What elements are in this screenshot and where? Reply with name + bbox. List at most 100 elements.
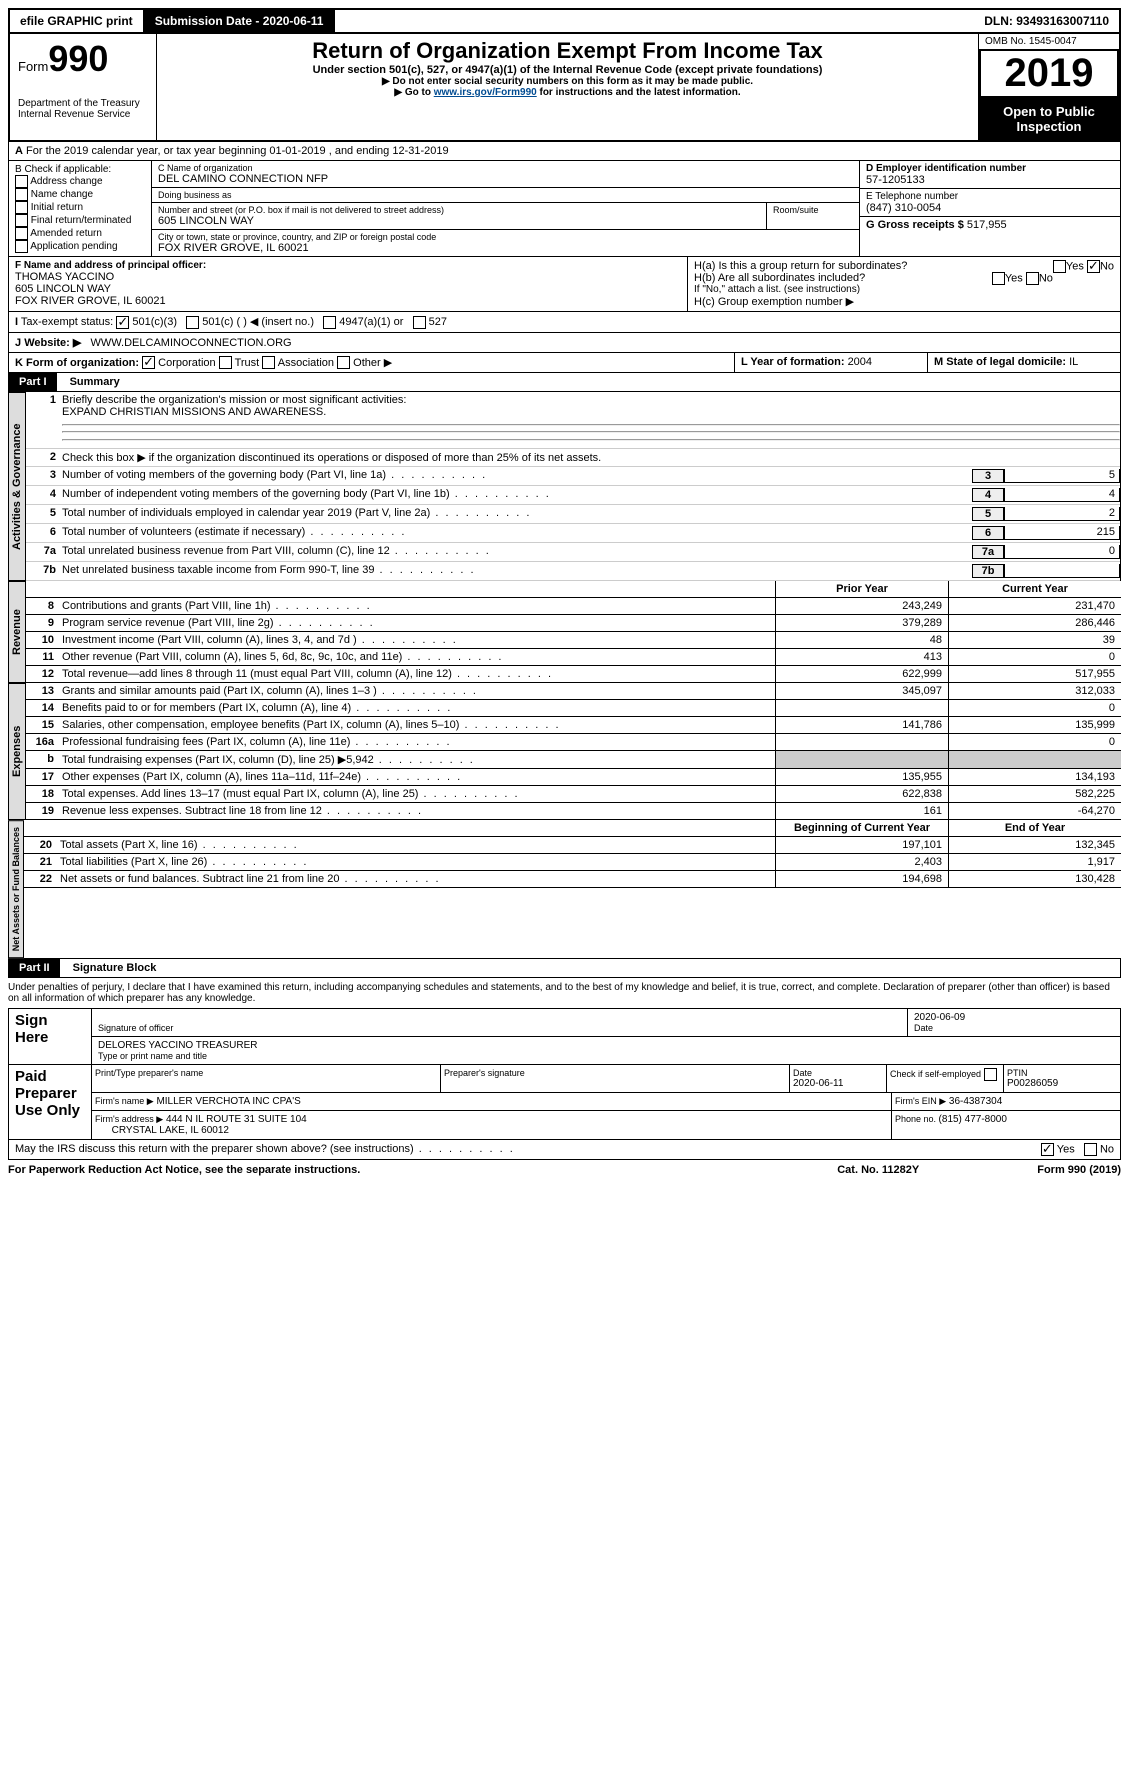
discuss-row: May the IRS discuss this return with the… [8, 1140, 1121, 1160]
sig-date: 2020-06-09 [914, 1012, 1114, 1023]
fin-row-21: 21Total liabilities (Part X, line 26)2,4… [24, 854, 1121, 871]
hb-label: H(b) Are all subordinates included? [694, 272, 865, 284]
part2-bar: Part II [9, 959, 60, 977]
chk-other[interactable] [337, 356, 350, 369]
fin-row-b: bTotal fundraising expenses (Part IX, co… [26, 751, 1121, 769]
chk-hb-no[interactable] [1026, 272, 1039, 285]
chk-initial[interactable] [15, 201, 28, 214]
form-number: 990 [48, 38, 108, 79]
chk-501c3[interactable] [116, 316, 129, 329]
net-sidebar: Net Assets or Fund Balances [8, 820, 24, 958]
fin-row-19: 19Revenue less expenses. Subtract line 1… [26, 803, 1121, 820]
mission-text: EXPAND CHRISTIAN MISSIONS AND AWARENESS. [62, 406, 326, 418]
open-public-badge: Open to Public Inspection [979, 98, 1119, 140]
j-label: Website: ▶ [24, 337, 81, 349]
dept-label: Department of the Treasury Internal Reve… [18, 98, 148, 120]
chk-discuss-yes[interactable] [1041, 1143, 1054, 1156]
submission-label: Submission Date - [155, 14, 263, 28]
sig-officer-label: Signature of officer [98, 1023, 901, 1033]
fin-row-18: 18Total expenses. Add lines 13–17 (must … [26, 786, 1121, 803]
submission-date-button[interactable]: Submission Date - 2020-06-11 [145, 10, 336, 32]
chk-assoc[interactable] [262, 356, 275, 369]
line-7b: 7bNet unrelated business taxable income … [26, 562, 1120, 581]
m-label: M State of legal domicile: [934, 356, 1069, 368]
box-h: H(a) Is this a group return for subordin… [687, 257, 1120, 311]
hb-note: If "No," attach a list. (see instruction… [694, 284, 1114, 295]
part2-header: Part II Signature Block [8, 958, 1121, 978]
org-name: DEL CAMINO CONNECTION NFP [158, 173, 853, 185]
line-klm: K Form of organization: Corporation Trus… [8, 353, 1121, 374]
chk-4947[interactable] [323, 316, 336, 329]
line-i: I Tax-exempt status: 501(c)(3) 501(c) ( … [8, 312, 1121, 333]
chk-self-employed[interactable] [984, 1068, 997, 1081]
chk-hb-yes[interactable] [992, 272, 1005, 285]
chk-527[interactable] [413, 316, 426, 329]
chk-corp[interactable] [142, 356, 155, 369]
title-cell: Return of Organization Exempt From Incom… [157, 34, 979, 140]
box-f: F Name and address of principal officer:… [9, 257, 687, 311]
fin-row-20: 20Total assets (Part X, line 16)197,1011… [24, 837, 1121, 854]
b-title: B Check if applicable: [15, 164, 145, 175]
line-7a: 7aTotal unrelated business revenue from … [26, 543, 1120, 562]
form-label: Form [18, 59, 48, 74]
f-label: F Name and address of principal officer: [15, 260, 206, 271]
fin-row-17: 17Other expenses (Part IX, column (A), l… [26, 769, 1121, 786]
prep-date: 2020-06-11 [793, 1078, 883, 1089]
chk-trust[interactable] [219, 356, 232, 369]
chk-discuss-no[interactable] [1084, 1143, 1097, 1156]
firm-ein: 36-4387304 [949, 1096, 1002, 1107]
c-name-label: C Name of organization [158, 163, 853, 173]
form-header: Form990 Department of the Treasury Inter… [8, 34, 1121, 142]
expenses-sidebar: Expenses [8, 683, 26, 820]
box-b: B Check if applicable: Address change Na… [9, 161, 151, 256]
firm-addr2: CRYSTAL LAKE, IL 60012 [112, 1125, 229, 1136]
chk-ha-yes[interactable] [1053, 260, 1066, 273]
tax-year: 2019 [979, 49, 1119, 98]
line-5: 5Total number of individuals employed in… [26, 505, 1120, 524]
chk-final[interactable] [15, 214, 28, 227]
ein: 57-1205133 [866, 174, 1114, 186]
chk-amended[interactable] [15, 227, 28, 240]
chk-501c[interactable] [186, 316, 199, 329]
form-subtitle: Under section 501(c), 527, or 4947(a)(1)… [165, 64, 970, 76]
perjury-text: Under penalties of perjury, I declare th… [8, 978, 1121, 1008]
fin-row-14: 14Benefits paid to or for members (Part … [26, 700, 1121, 717]
b-item: Name change [31, 189, 93, 200]
b-item: Final return/terminated [31, 215, 132, 226]
submission-date: 2020-06-11 [263, 14, 324, 28]
c-dba-label: Doing business as [158, 190, 853, 200]
fin-row-11: 11Other revenue (Part VIII, column (A), … [26, 649, 1121, 666]
fin-row-16a: 16aProfessional fundraising fees (Part I… [26, 734, 1121, 751]
fin-row-8: 8Contributions and grants (Part VIII, li… [26, 598, 1121, 615]
form-number-cell: Form990 Department of the Treasury Inter… [10, 34, 157, 140]
org-addr: 605 LINCOLN WAY [158, 215, 760, 227]
part2-title: Signature Block [63, 959, 167, 977]
activities-governance: Activities & Governance 1Briefly describ… [8, 392, 1121, 581]
b-item: Initial return [31, 202, 83, 213]
efile-button[interactable]: efile GRAPHIC print [10, 10, 145, 32]
lines-f-h: F Name and address of principal officer:… [8, 257, 1121, 312]
sign-here: Sign Here [9, 1009, 92, 1065]
box-c: C Name of organizationDEL CAMINO CONNECT… [151, 161, 859, 256]
irs-link[interactable]: www.irs.gov/Form990 [434, 87, 537, 98]
fin-header: Prior YearCurrent Year [26, 581, 1121, 598]
phone: (847) 310-0054 [866, 202, 1114, 214]
expenses-section: Expenses 13Grants and similar amounts pa… [8, 683, 1121, 820]
chk-address[interactable] [15, 175, 28, 188]
lines-b-through-g: B Check if applicable: Address change Na… [8, 161, 1121, 257]
g-label: G Gross receipts $ [866, 219, 967, 231]
chk-ha-no[interactable] [1087, 260, 1100, 273]
chk-pending[interactable] [15, 240, 28, 253]
net-section: Net Assets or Fund Balances Beginning of… [8, 820, 1121, 958]
officer-name-title: DELORES YACCINO TREASURER [98, 1040, 1114, 1051]
c-city-label: City or town, state or province, country… [158, 232, 853, 242]
part1-bar: Part I [9, 373, 57, 391]
year-cell: OMB No. 1545-0047 2019 Open to Public In… [979, 34, 1119, 140]
line-6: 6Total number of volunteers (estimate if… [26, 524, 1120, 543]
fin-row-9: 9Program service revenue (Part VIII, lin… [26, 615, 1121, 632]
line-4: 4Number of independent voting members of… [26, 486, 1120, 505]
chk-name[interactable] [15, 188, 28, 201]
org-city: FOX RIVER GROVE, IL 60021 [158, 242, 853, 254]
line-1: 1Briefly describe the organization's mis… [26, 392, 1120, 449]
ptin: P00286059 [1007, 1078, 1117, 1089]
